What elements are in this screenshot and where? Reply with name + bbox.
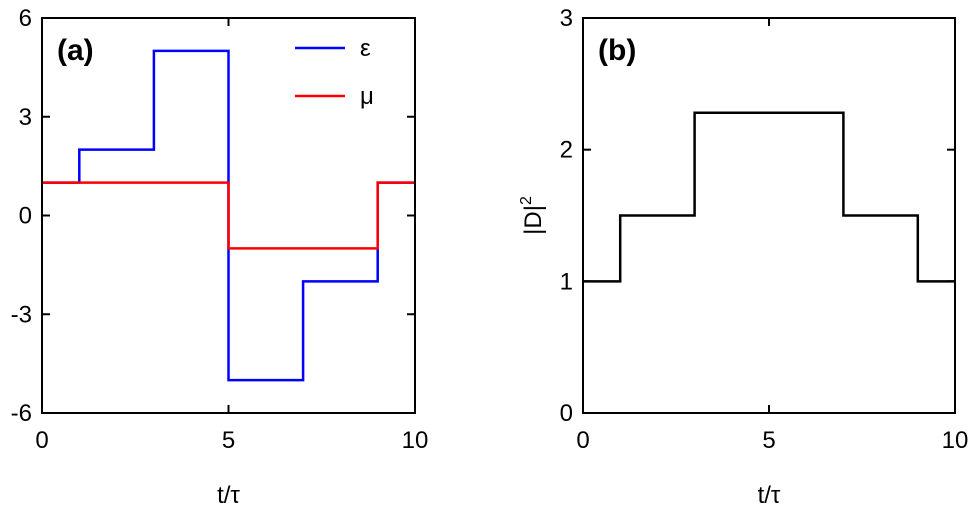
panel-label: (b): [598, 34, 636, 67]
x-tick-label: 0: [35, 427, 48, 454]
y-tick-label: -6: [11, 400, 32, 427]
y-tick-label: -3: [11, 301, 32, 328]
x-tick-label: 10: [942, 427, 969, 454]
y-tick-label: 0: [560, 400, 573, 427]
y-tick-label: 0: [19, 203, 32, 230]
series-line: [42, 181, 415, 250]
x-tick-label: 10: [402, 427, 429, 454]
series-line: [583, 111, 955, 283]
legend-label: ε: [360, 35, 371, 62]
y-tick-label: 3: [19, 104, 32, 131]
y-axis-label-superscript: 2: [518, 196, 535, 205]
y-tick-label: 3: [560, 5, 573, 32]
y-tick-label: 1: [560, 268, 573, 295]
x-tick-label: 5: [222, 427, 235, 454]
y-axis-label: |D|2: [518, 196, 547, 235]
y-axis-label-main: |D|: [520, 205, 547, 235]
y-tick-label: 2: [560, 137, 573, 164]
x-tick-label: 0: [576, 427, 589, 454]
x-axis-label: t/τ: [758, 482, 781, 509]
x-tick-label: 5: [762, 427, 775, 454]
x-axis-label: t/τ: [217, 482, 240, 509]
y-tick-label: 6: [19, 5, 32, 32]
panel-label: (a): [57, 34, 94, 67]
legend-label: μ: [360, 83, 374, 110]
